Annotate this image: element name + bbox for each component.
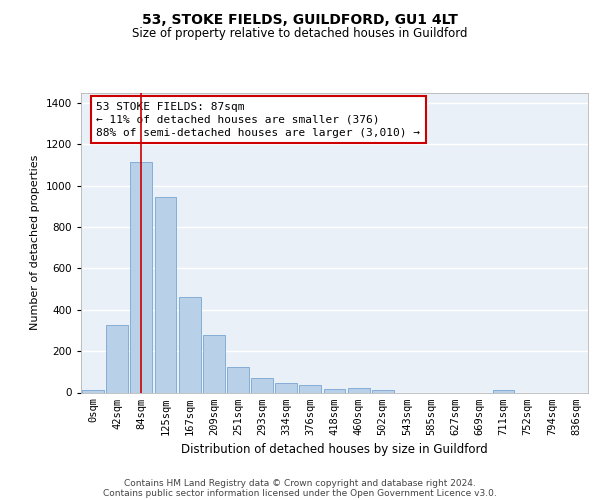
Bar [493,390,514,392]
Text: 53 STOKE FIELDS: 87sqm
← 11% of detached houses are smaller (376)
88% of semi-de: 53 STOKE FIELDS: 87sqm ← 11% of detached… [96,102,420,138]
Bar [323,389,346,392]
Bar [106,326,128,392]
Bar [251,378,273,392]
Text: Contains HM Land Registry data © Crown copyright and database right 2024.: Contains HM Land Registry data © Crown c… [124,478,476,488]
Y-axis label: Number of detached properties: Number of detached properties [30,155,40,330]
Bar [130,162,152,392]
Bar [227,366,249,392]
Text: 53, STOKE FIELDS, GUILDFORD, GU1 4LT: 53, STOKE FIELDS, GUILDFORD, GU1 4LT [142,12,458,26]
Bar [203,334,224,392]
Bar [275,383,297,392]
Bar [348,388,370,392]
Bar [299,386,321,392]
Bar [155,197,176,392]
X-axis label: Distribution of detached houses by size in Guildford: Distribution of detached houses by size … [181,443,488,456]
Bar [372,390,394,392]
Bar [179,298,200,392]
Text: Size of property relative to detached houses in Guildford: Size of property relative to detached ho… [132,28,468,40]
Text: Contains public sector information licensed under the Open Government Licence v3: Contains public sector information licen… [103,488,497,498]
Bar [82,390,104,392]
